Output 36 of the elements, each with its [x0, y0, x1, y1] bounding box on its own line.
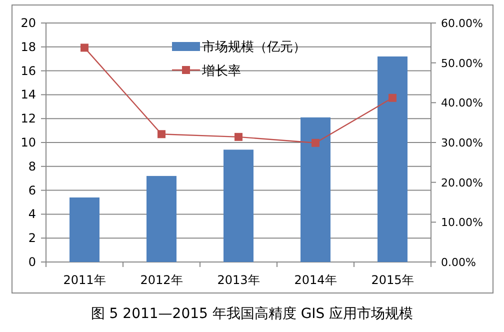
bar	[146, 176, 176, 262]
y2-tick-label: 50.00%	[441, 56, 483, 70]
y-tick-label: 4	[28, 207, 36, 222]
y-tick-label: 2	[28, 231, 36, 246]
bar	[224, 150, 254, 262]
legend-label: 市场规模（亿元）	[202, 40, 306, 55]
bar	[70, 197, 100, 262]
point	[158, 130, 166, 138]
y2-tick-label: 0.00%	[441, 256, 476, 269]
y2-tick-label: 30.00%	[441, 136, 483, 150]
y2-tick-label: 20.00%	[441, 176, 483, 190]
y-tick-label: 0	[28, 255, 36, 269]
bar	[300, 117, 330, 262]
point	[80, 44, 88, 52]
y-tick-label: 14	[20, 88, 36, 102]
x-tick-label: 2013年	[217, 273, 260, 287]
y2-tick-label: 10.00%	[441, 216, 483, 230]
x-tick-label: 2014年	[294, 273, 337, 287]
x-tick-label: 2015年	[371, 273, 414, 287]
y-tick-label: 20	[20, 16, 36, 30]
bar	[378, 56, 408, 262]
legend-label: 增长率	[201, 63, 241, 79]
y2-tick-label: 60.00%	[441, 17, 483, 30]
y-tick-label: 10	[20, 136, 36, 150]
point	[234, 132, 242, 141]
x-tick-label: 2012年	[140, 273, 183, 287]
y-tick-label: 12	[20, 112, 36, 126]
y-tick-label: 18	[20, 40, 36, 54]
x-tick-label: 2011年	[63, 273, 106, 287]
y-tick-label: 8	[28, 159, 36, 174]
y-tick-label: 6	[28, 183, 36, 198]
y-tick-label: 16	[20, 64, 36, 78]
y2-tick-label: 40.00%	[441, 96, 483, 110]
text: 图 5 2011—2015 年我国高精度 GIS 应用市场规模	[90, 306, 414, 322]
point	[388, 94, 396, 102]
point	[312, 138, 320, 147]
